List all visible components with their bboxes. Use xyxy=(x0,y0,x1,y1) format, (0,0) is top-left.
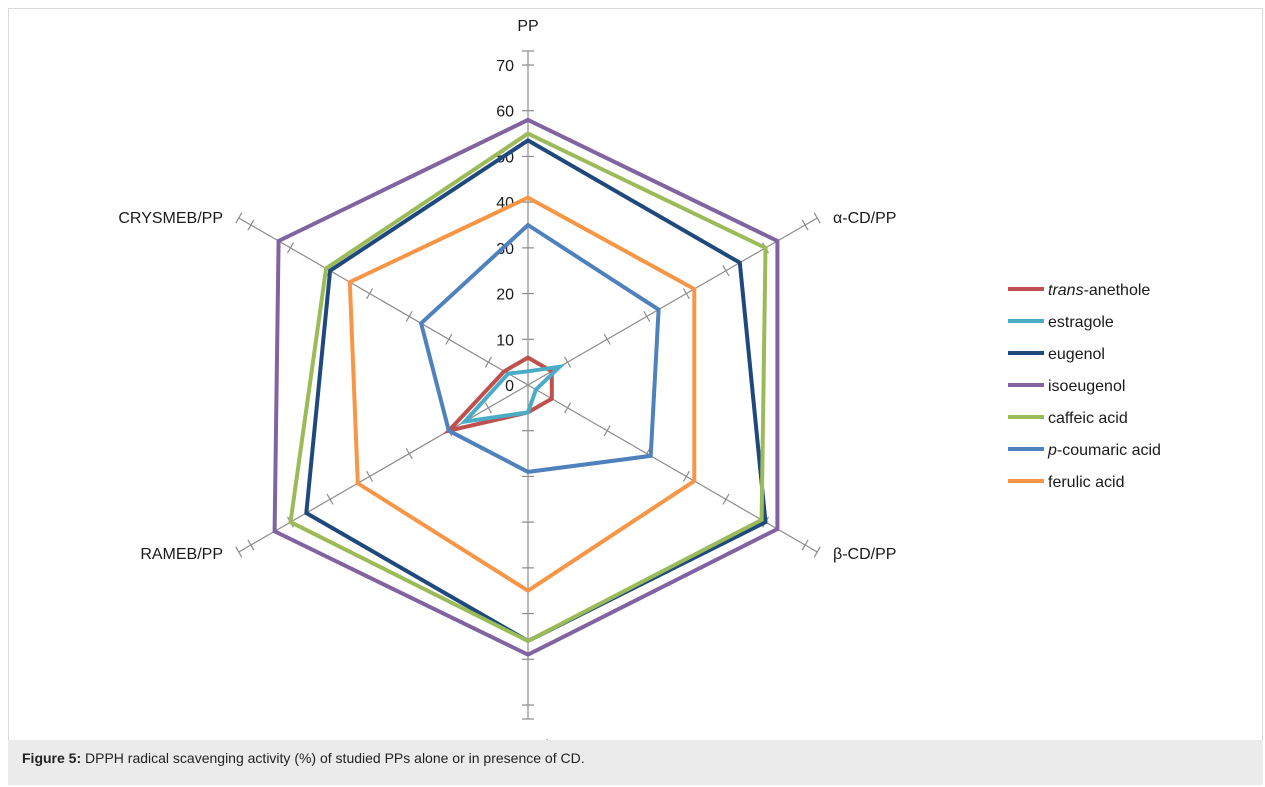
radar-tick-mark xyxy=(603,425,611,437)
radar-series-line xyxy=(272,117,780,657)
radar-tick-mark xyxy=(813,212,821,224)
radial-tick-label: 0 xyxy=(505,378,514,395)
axis-labels: PP α-CD/PP β-CD/PP HPBCD/PP RAMEB/PP CRYSMEB/… xyxy=(118,18,896,740)
radar-tick-mark xyxy=(366,288,374,300)
radial-tick-label: 70 xyxy=(496,58,514,75)
radar-tick-mark xyxy=(682,288,690,300)
radar-series-line xyxy=(288,131,768,644)
radar-tick-mark xyxy=(247,219,255,231)
radar-tick-mark xyxy=(564,402,572,414)
radar-tick-mark xyxy=(484,402,492,414)
caption-label: Figure 5: xyxy=(22,750,82,766)
radar-tick-mark xyxy=(484,356,492,368)
axis-label: β-CD/PP xyxy=(833,546,896,563)
radial-tick-label: 30 xyxy=(496,241,514,258)
axis-label: α-CD/PP xyxy=(833,210,896,227)
radar-tick-mark xyxy=(405,448,413,460)
radar-tick-mark xyxy=(813,546,821,558)
radar-series-line xyxy=(347,195,697,594)
radar-tick-mark xyxy=(603,333,611,345)
radar-tick-mark xyxy=(722,265,730,277)
axis-label: CRYSMEB/PP xyxy=(118,210,223,227)
axis-label: PP xyxy=(517,18,538,35)
chart-legend: trans-anethole estragole eugenol isoeugenol… xyxy=(1008,282,1161,491)
radar-tick-mark xyxy=(801,539,809,551)
radar-tick-mark xyxy=(722,493,730,505)
radar-tick-mark xyxy=(366,470,374,482)
radar-tick-mark xyxy=(235,546,243,558)
figure-caption: Figure 5: DPPH radical scavenging activi… xyxy=(8,740,1263,785)
radar-grid xyxy=(235,50,821,720)
radar-tick-mark xyxy=(326,493,334,505)
radial-tick-label: 20 xyxy=(496,287,514,304)
radar-spoke xyxy=(238,384,529,553)
caption-text: DPPH radical scavenging activity (%) of … xyxy=(81,750,585,766)
radar-series xyxy=(272,117,780,657)
radar-tick-mark xyxy=(405,310,413,322)
radial-tick-label: 60 xyxy=(496,104,514,121)
radar-tick-mark xyxy=(564,356,572,368)
legend-entry: ferulic acid xyxy=(1048,474,1124,491)
radar-tick-mark xyxy=(682,470,690,482)
radial-tick-label: 10 xyxy=(496,332,514,349)
figure-frame xyxy=(8,8,1263,785)
radar-tick-mark xyxy=(801,219,809,231)
radar-tick-mark xyxy=(247,539,255,551)
radar-spoke xyxy=(527,217,818,386)
radar-spoke xyxy=(527,384,818,553)
radar-series-line xyxy=(418,222,661,474)
radar-tick-mark xyxy=(235,212,243,224)
legend-entry: trans-anethole xyxy=(1048,282,1150,299)
radar-tick-mark xyxy=(286,242,294,254)
axis-label: HPBCD/PP xyxy=(487,738,569,740)
legend-entry: p-coumaric acid xyxy=(1047,442,1161,459)
radar-spoke xyxy=(238,217,529,386)
axis-label: RAMEB/PP xyxy=(140,546,223,563)
legend-entry: isoeugenol xyxy=(1048,378,1125,395)
radar-tick-mark xyxy=(445,333,453,345)
legend-entry: caffeic acid xyxy=(1048,410,1128,427)
radar-series-line xyxy=(459,363,566,425)
radar-tick-mark xyxy=(643,310,651,322)
legend-entry: eugenol xyxy=(1048,346,1105,363)
legend-entry: estragole xyxy=(1048,314,1114,331)
